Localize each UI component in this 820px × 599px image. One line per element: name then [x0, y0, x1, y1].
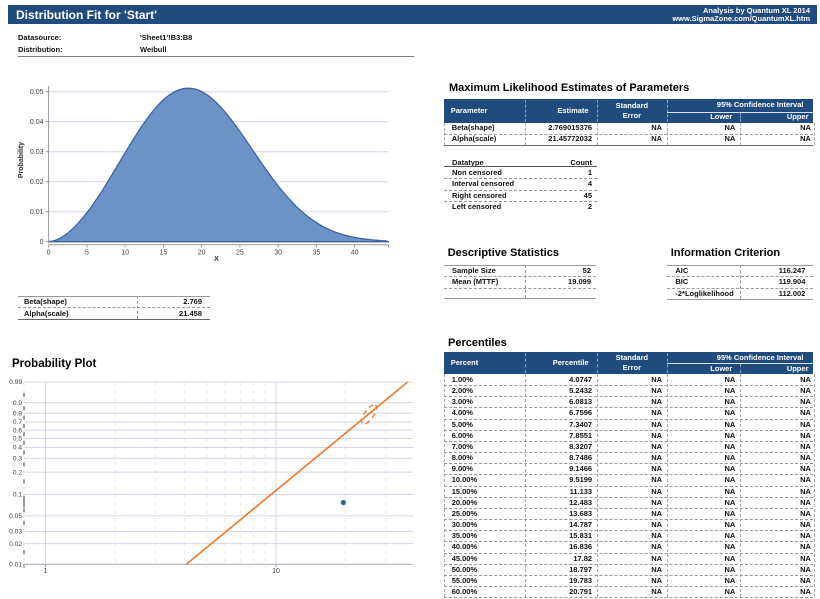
- svg-text:0.05: 0.05: [9, 513, 22, 520]
- svg-text:0: 0: [47, 250, 51, 257]
- svg-text:25: 25: [236, 250, 244, 257]
- svg-text:0.2: 0.2: [13, 469, 22, 476]
- svg-text:0.6: 0.6: [13, 427, 22, 434]
- svg-text:0.3: 0.3: [13, 455, 22, 462]
- svg-text:35: 35: [313, 250, 321, 257]
- svg-text:0.8: 0.8: [13, 411, 22, 418]
- svg-text:0.01: 0.01: [9, 562, 22, 569]
- svg-text:0.02: 0.02: [9, 541, 22, 548]
- svg-text:0.5: 0.5: [13, 436, 22, 443]
- svg-text:15: 15: [160, 250, 168, 257]
- svg-text:20: 20: [198, 250, 206, 257]
- svg-text:10: 10: [272, 568, 280, 575]
- svg-text:0.05: 0.05: [30, 89, 44, 96]
- svg-text:0.04: 0.04: [30, 119, 44, 126]
- svg-text:40: 40: [351, 250, 359, 257]
- svg-text:0.01: 0.01: [30, 209, 44, 216]
- svg-text:0.1: 0.1: [13, 492, 22, 499]
- svg-text:Probability: Probability: [18, 142, 25, 178]
- svg-text:1: 1: [44, 568, 48, 575]
- svg-text:0.03: 0.03: [30, 149, 44, 156]
- svg-text:0: 0: [40, 239, 44, 246]
- svg-text:10: 10: [121, 250, 129, 257]
- svg-text:0.4: 0.4: [13, 445, 22, 452]
- svg-text:0.02: 0.02: [30, 179, 44, 186]
- svg-text:0.9: 0.9: [13, 400, 22, 407]
- svg-text:0.03: 0.03: [9, 529, 22, 536]
- svg-text:X: X: [214, 256, 219, 263]
- svg-text:0.99: 0.99: [9, 379, 22, 386]
- svg-text:5: 5: [85, 250, 89, 257]
- svg-text:0.7: 0.7: [13, 419, 22, 426]
- svg-text:30: 30: [274, 250, 282, 257]
